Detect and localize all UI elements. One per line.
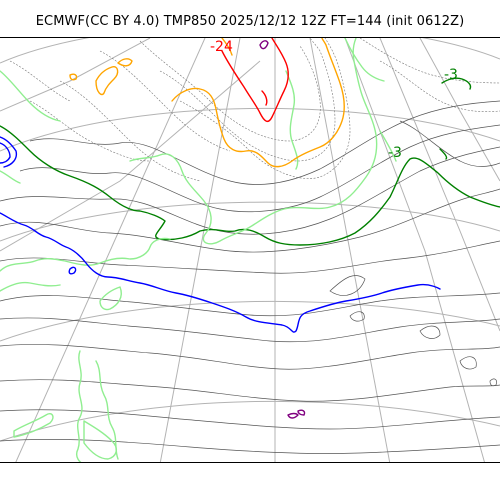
contour-label-upper-right-green: -3 [444, 67, 458, 83]
contour-minus-12 [0, 38, 397, 292]
temperature-map: -24 -3 -3 [0, 38, 500, 462]
contour-plus-6 [13, 286, 122, 462]
map-frame: -24 -3 -3 [0, 37, 500, 463]
minor-contours [0, 100, 500, 454]
contour-zero [0, 136, 441, 333]
latitude-lines [0, 38, 500, 442]
contour-label-right-green: -3 [388, 145, 402, 161]
longitude-lines [0, 38, 500, 462]
map-title: ECMWF(CC BY 4.0) TMP850 2025/12/12 12Z F… [35, 14, 465, 29]
contour-minus-6 [0, 77, 500, 246]
contour-label-top-red: -24 [210, 39, 233, 55]
contour-minus-18 [69, 38, 345, 168]
dashed-contours [9, 38, 500, 182]
contour-minus-30 [259, 40, 306, 419]
contour-minus-24 [221, 38, 289, 123]
